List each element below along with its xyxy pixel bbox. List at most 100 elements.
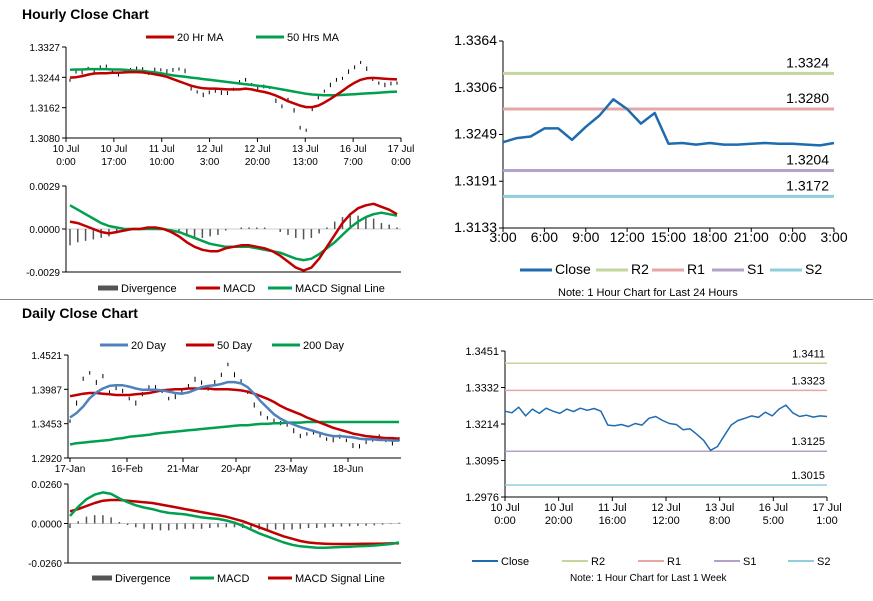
hourly-price-y-tick-label: 1.3244 [29,73,60,84]
hourly-24h-x-tick-label: 21:00 [734,229,769,245]
hourly-price-legend-label: 50 Hrs MA [287,32,340,44]
hourly-24h-y-tick-label: 1.3306 [454,79,497,95]
daily-week-x-tick-label: 12:00 [652,515,680,527]
hourly-24h-close-line [502,98,835,147]
daily-week-y-tick-label: 1.3451 [465,346,499,358]
hourly-24h-r1-label: 1.3280 [786,90,829,106]
hourly-24h-x-tick-label: 15:00 [651,229,686,245]
hourly-price-legend-label: 20 Hr MA [177,32,224,44]
hourly-price-x-tick-label: 16 Jul [340,144,367,155]
daily-price-y-tick-label: 1.4521 [31,351,62,362]
hourly-price-x-tick-label: 20:00 [245,157,270,168]
daily-week-x-tick-label: 12 Jul [651,502,680,514]
hourly-24h-x-tick-label: 0:00 [779,229,806,245]
hourly-macd-y-tick-label: 0.0000 [29,225,60,236]
hourly-price-y-tick-label: 1.3162 [29,104,60,115]
daily-price-y-tick-label: 1.3987 [31,385,62,396]
daily-week-y-tick-label: 1.3214 [465,419,499,431]
hourly-price-y-tick-label: 1.3327 [29,43,60,54]
daily-macd-line [69,491,400,550]
hourly-24h-s1-label: 1.3204 [786,152,829,168]
hourly-24h-y-tick-label: 1.3133 [454,219,497,235]
daily-section-title: Daily Close Chart [22,305,138,321]
hourly-price-x-tick-label: 17 Jul [388,144,415,155]
daily-week-s2-label: 1.3015 [791,470,825,482]
daily-week-x-tick-label: 1:00 [816,515,837,527]
daily-week-legend-label: S2 [817,556,830,568]
hourly-24h-x-tick-label: 3:00 [820,229,847,245]
daily-week-legend-label: S1 [743,556,756,568]
hourly-24h-x-tick-label: 18:00 [692,229,727,245]
hourly-price-x-tick-label: 7:00 [343,157,363,168]
hourly-price-x-tick-label: 0:00 [56,157,76,168]
hourly-price-x-tick-label: 17:00 [101,157,126,168]
hourly-macd-legend-label: Divergence [121,283,177,295]
daily-50day-line [69,387,400,440]
daily-week-note: Note: 1 Hour Chart for Last 1 Week [570,573,727,584]
hourly-24h-legend-label: R2 [631,261,649,277]
hourly-price-x-tick-label: 12 Jul [196,144,223,155]
daily-price-x-tick-label: 21-Mar [167,464,199,475]
hourly-section-title: Hourly Close Chart [22,6,149,22]
hourly-price-y-tick-label: 1.3080 [29,134,60,145]
hourly-24h-y-tick-label: 1.3191 [454,172,497,188]
hourly-24h-legend-label: S2 [805,261,822,277]
daily-week-legend-label: R2 [591,556,605,568]
hourly-24h-legend-label: S1 [747,261,764,277]
hourly-price-x-tick-label: 0:00 [391,157,411,168]
hourly-24h-r2-label: 1.3324 [786,54,829,70]
daily-week-close-line [504,404,828,452]
hourly-24h-legend-label: R1 [687,261,705,277]
hourly-macd-legend-label: MACD [223,283,255,295]
section-divider [0,299,873,300]
daily-week-y-tick-label: 1.3332 [465,383,499,395]
daily-week-legend-label: R1 [667,556,681,568]
daily-macd-y-tick-label: -0.0260 [28,559,62,570]
daily-week-x-tick-label: 5:00 [763,515,784,527]
hourly-24h-note: Note: 1 Hour Chart for Last 24 Hours [558,287,738,299]
daily-price-legend-label: 50 Day [217,340,252,352]
daily-week-x-tick-label: 17 Jul [812,502,841,514]
daily-week-x-tick-label: 16:00 [599,515,627,527]
hourly-price-x-tick-label: 13:00 [293,157,318,168]
daily-week-s1-label: 1.3125 [791,436,825,448]
daily-20day-line [69,380,399,442]
daily-price-x-tick-label: 20-Apr [221,464,252,475]
daily-week-x-tick-label: 11 Jul [598,502,627,514]
daily-macd-y-tick-label: 0.0260 [31,480,62,491]
hourly-24h-x-tick-label: 3:00 [489,229,516,245]
hourly-24h-x-tick-label: 6:00 [531,229,558,245]
daily-price-x-tick-label: 18-Jun [333,464,364,475]
daily-price-x-tick-label: 17-Jan [55,464,86,475]
hourly-price-x-tick-label: 3:00 [200,157,220,168]
daily-price-legend-label: 20 Day [131,340,166,352]
hourly-macd-legend-label: MACD Signal Line [295,283,385,295]
hourly-price-x-tick-label: 13 Jul [292,144,319,155]
daily-price-y-tick-label: 1.2920 [31,454,62,465]
daily-week-r1-label: 1.3323 [791,375,825,387]
daily-week-x-tick-label: 16 Jul [759,502,788,514]
hourly-ma50-line [69,67,398,97]
daily-week-x-tick-label: 13 Jul [705,502,734,514]
daily-week-y-tick-label: 1.3095 [465,456,499,468]
daily-price-y-tick-label: 1.3453 [31,420,62,431]
daily-price-x-tick-label: 16-Feb [111,464,143,475]
daily-macd-y-tick-label: 0.0000 [31,520,62,531]
daily-macd-legend-label: MACD [217,573,249,585]
daily-macd-legend-label: Divergence [115,573,171,585]
hourly-24h-y-tick-label: 1.3249 [454,126,497,142]
daily-200day-line [69,420,399,446]
daily-price-legend-label: 200 Day [303,340,344,352]
daily-week-y-tick-label: 1.2976 [465,492,499,504]
hourly-price-x-tick-label: 10 Jul [53,144,80,155]
daily-week-x-tick-label: 10 Jul [490,502,519,514]
hourly-24h-s2-label: 1.3172 [786,177,829,193]
hourly-price-x-tick-label: 12 Jul [244,144,271,155]
hourly-ma20-line [69,70,398,109]
daily-week-r2-label: 1.3411 [792,348,825,360]
